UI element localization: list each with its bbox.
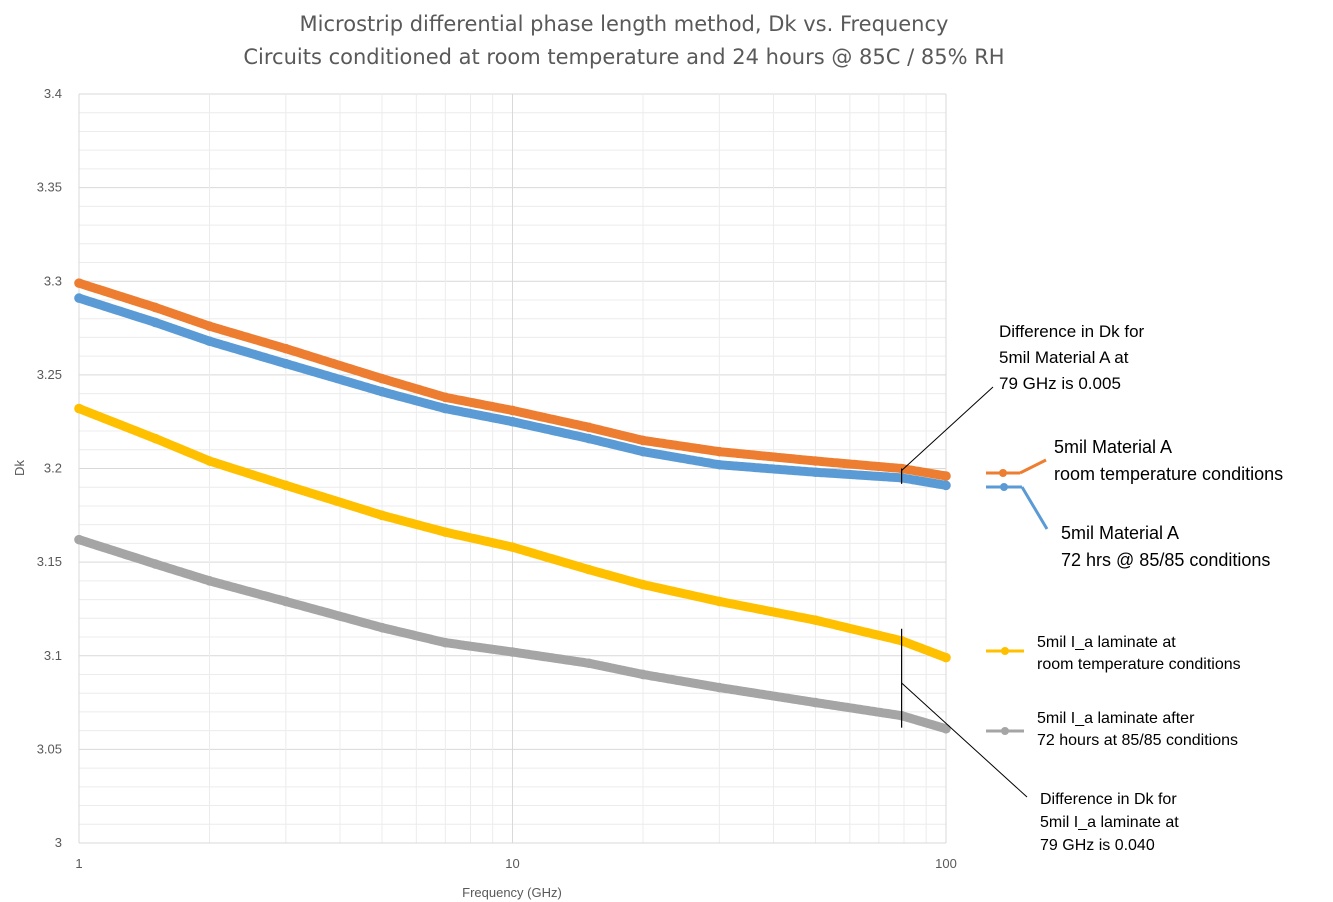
- y-tick-label: 3.25: [37, 367, 62, 382]
- legend-label: 72 hours at 85/85 conditions: [1037, 732, 1238, 749]
- data-point: [810, 467, 821, 478]
- legend-item-2: 5mil Material A 72 hrs @ 85/85 conditions: [986, 483, 1270, 570]
- annotation-2-line: 79 GHz is 0.040: [1040, 837, 1155, 854]
- legend-item-3: 5mil I_a laminate at room temperature con…: [986, 634, 1241, 673]
- data-point: [507, 416, 518, 427]
- data-point: [281, 596, 291, 607]
- data-point: [281, 480, 291, 491]
- legend-swatch-marker: [1000, 483, 1008, 491]
- data-point: [74, 293, 84, 303]
- data-point: [440, 403, 451, 414]
- x-tick-label: 10: [505, 856, 519, 871]
- data-point: [281, 358, 291, 369]
- data-point: [204, 336, 215, 346]
- data-point: [941, 652, 951, 663]
- data-point: [584, 658, 594, 669]
- data-point: [150, 302, 161, 313]
- chart-title: Microstrip differential phase length met…: [300, 12, 949, 36]
- y-tick-label: 3: [55, 835, 62, 850]
- data-point: [440, 392, 451, 403]
- data-point: [507, 542, 518, 552]
- data-point: [204, 456, 215, 466]
- annotation-leader-1: [901, 386, 994, 471]
- y-tick-label: 3.05: [37, 741, 62, 756]
- annotation-leader-2: [901, 682, 1028, 798]
- annotations: Difference in Dk for 5mil Material A at 79…: [901, 322, 1179, 854]
- data-point: [638, 446, 648, 457]
- data-point: [377, 386, 387, 397]
- data-point: [74, 534, 84, 545]
- data-point: [377, 622, 387, 633]
- legend-swatch-marker: [1001, 647, 1009, 655]
- data-point: [150, 317, 161, 328]
- data-point: [638, 669, 648, 680]
- data-point: [584, 564, 594, 575]
- legend-label: room temperature conditions: [1037, 656, 1241, 673]
- x-axis-label: Frequency (GHz): [462, 885, 562, 900]
- data-point: [941, 471, 951, 481]
- data-point: [507, 647, 518, 657]
- data-point: [377, 373, 387, 384]
- series-1: [74, 278, 951, 481]
- data-point: [204, 576, 215, 586]
- data-point: [638, 579, 648, 590]
- data-point: [941, 480, 951, 491]
- y-tick-label: 3.2: [44, 461, 62, 476]
- data-point: [507, 405, 518, 416]
- series-layer: [74, 278, 951, 734]
- data-point: [150, 433, 161, 444]
- x-tick-label: 1: [75, 856, 82, 871]
- legend-swatch-marker: [999, 469, 1007, 477]
- annotation-1-line: Difference in Dk for: [999, 322, 1145, 341]
- data-point: [714, 446, 725, 457]
- chart-subtitle: Circuits conditioned at room temperature…: [243, 45, 1004, 69]
- legend-label: 5mil Material A: [1061, 523, 1179, 543]
- legend-label: 5mil I_a laminate after: [1037, 710, 1195, 727]
- annotation-2-line: 5mil I_a laminate at: [1040, 814, 1179, 831]
- data-point: [810, 456, 821, 466]
- legend-swatch-marker: [1001, 727, 1009, 735]
- tick-labels: 3 3.05 3.1 3.15 3.2 3.25 3.3 3.35 3.4 1 10 100: [37, 86, 957, 871]
- legend-leader: [1019, 458, 1047, 475]
- legend-item-4: 5mil I_a laminate after 72 hours at 85/85…: [986, 710, 1238, 749]
- data-point: [714, 682, 725, 693]
- legend-label: 5mil Material A: [1054, 437, 1172, 457]
- data-point: [638, 435, 648, 446]
- data-point: [74, 403, 84, 414]
- legend-leader: [1020, 486, 1049, 530]
- data-point: [377, 510, 387, 521]
- data-point: [584, 422, 594, 433]
- data-point: [714, 459, 725, 470]
- grid: [78, 93, 947, 844]
- legend-label: 5mil I_a laminate at: [1037, 634, 1176, 651]
- data-point: [440, 527, 451, 537]
- legend-label: room temperature conditions: [1054, 464, 1283, 484]
- y-tick-label: 3.35: [37, 180, 62, 195]
- data-point: [150, 559, 161, 569]
- data-point: [810, 615, 821, 625]
- y-axis-label: Dk: [12, 460, 27, 476]
- legend-item-1: 5mil Material A room temperature conditio…: [986, 437, 1283, 484]
- series-3: [74, 403, 951, 663]
- annotation-2-line: Difference in Dk for: [1040, 791, 1177, 808]
- data-point: [204, 321, 215, 331]
- data-point: [941, 723, 951, 734]
- legend-label: 72 hrs @ 85/85 conditions: [1061, 550, 1270, 570]
- data-point: [810, 697, 821, 708]
- legend: 5mil Material A room temperature conditio…: [986, 437, 1283, 749]
- x-tick-label: 100: [935, 856, 957, 871]
- data-point: [584, 433, 594, 444]
- data-point: [440, 637, 451, 648]
- data-point: [714, 596, 725, 607]
- data-point: [281, 343, 291, 354]
- y-tick-label: 3.3: [44, 273, 62, 288]
- data-point: [74, 278, 84, 288]
- y-tick-label: 3.4: [44, 86, 62, 101]
- annotation-1-line: 5mil Material A at: [999, 348, 1129, 367]
- y-tick-label: 3.1: [44, 648, 62, 663]
- annotation-1-line: 79 GHz is 0.005: [999, 374, 1121, 393]
- y-tick-label: 3.15: [37, 554, 62, 569]
